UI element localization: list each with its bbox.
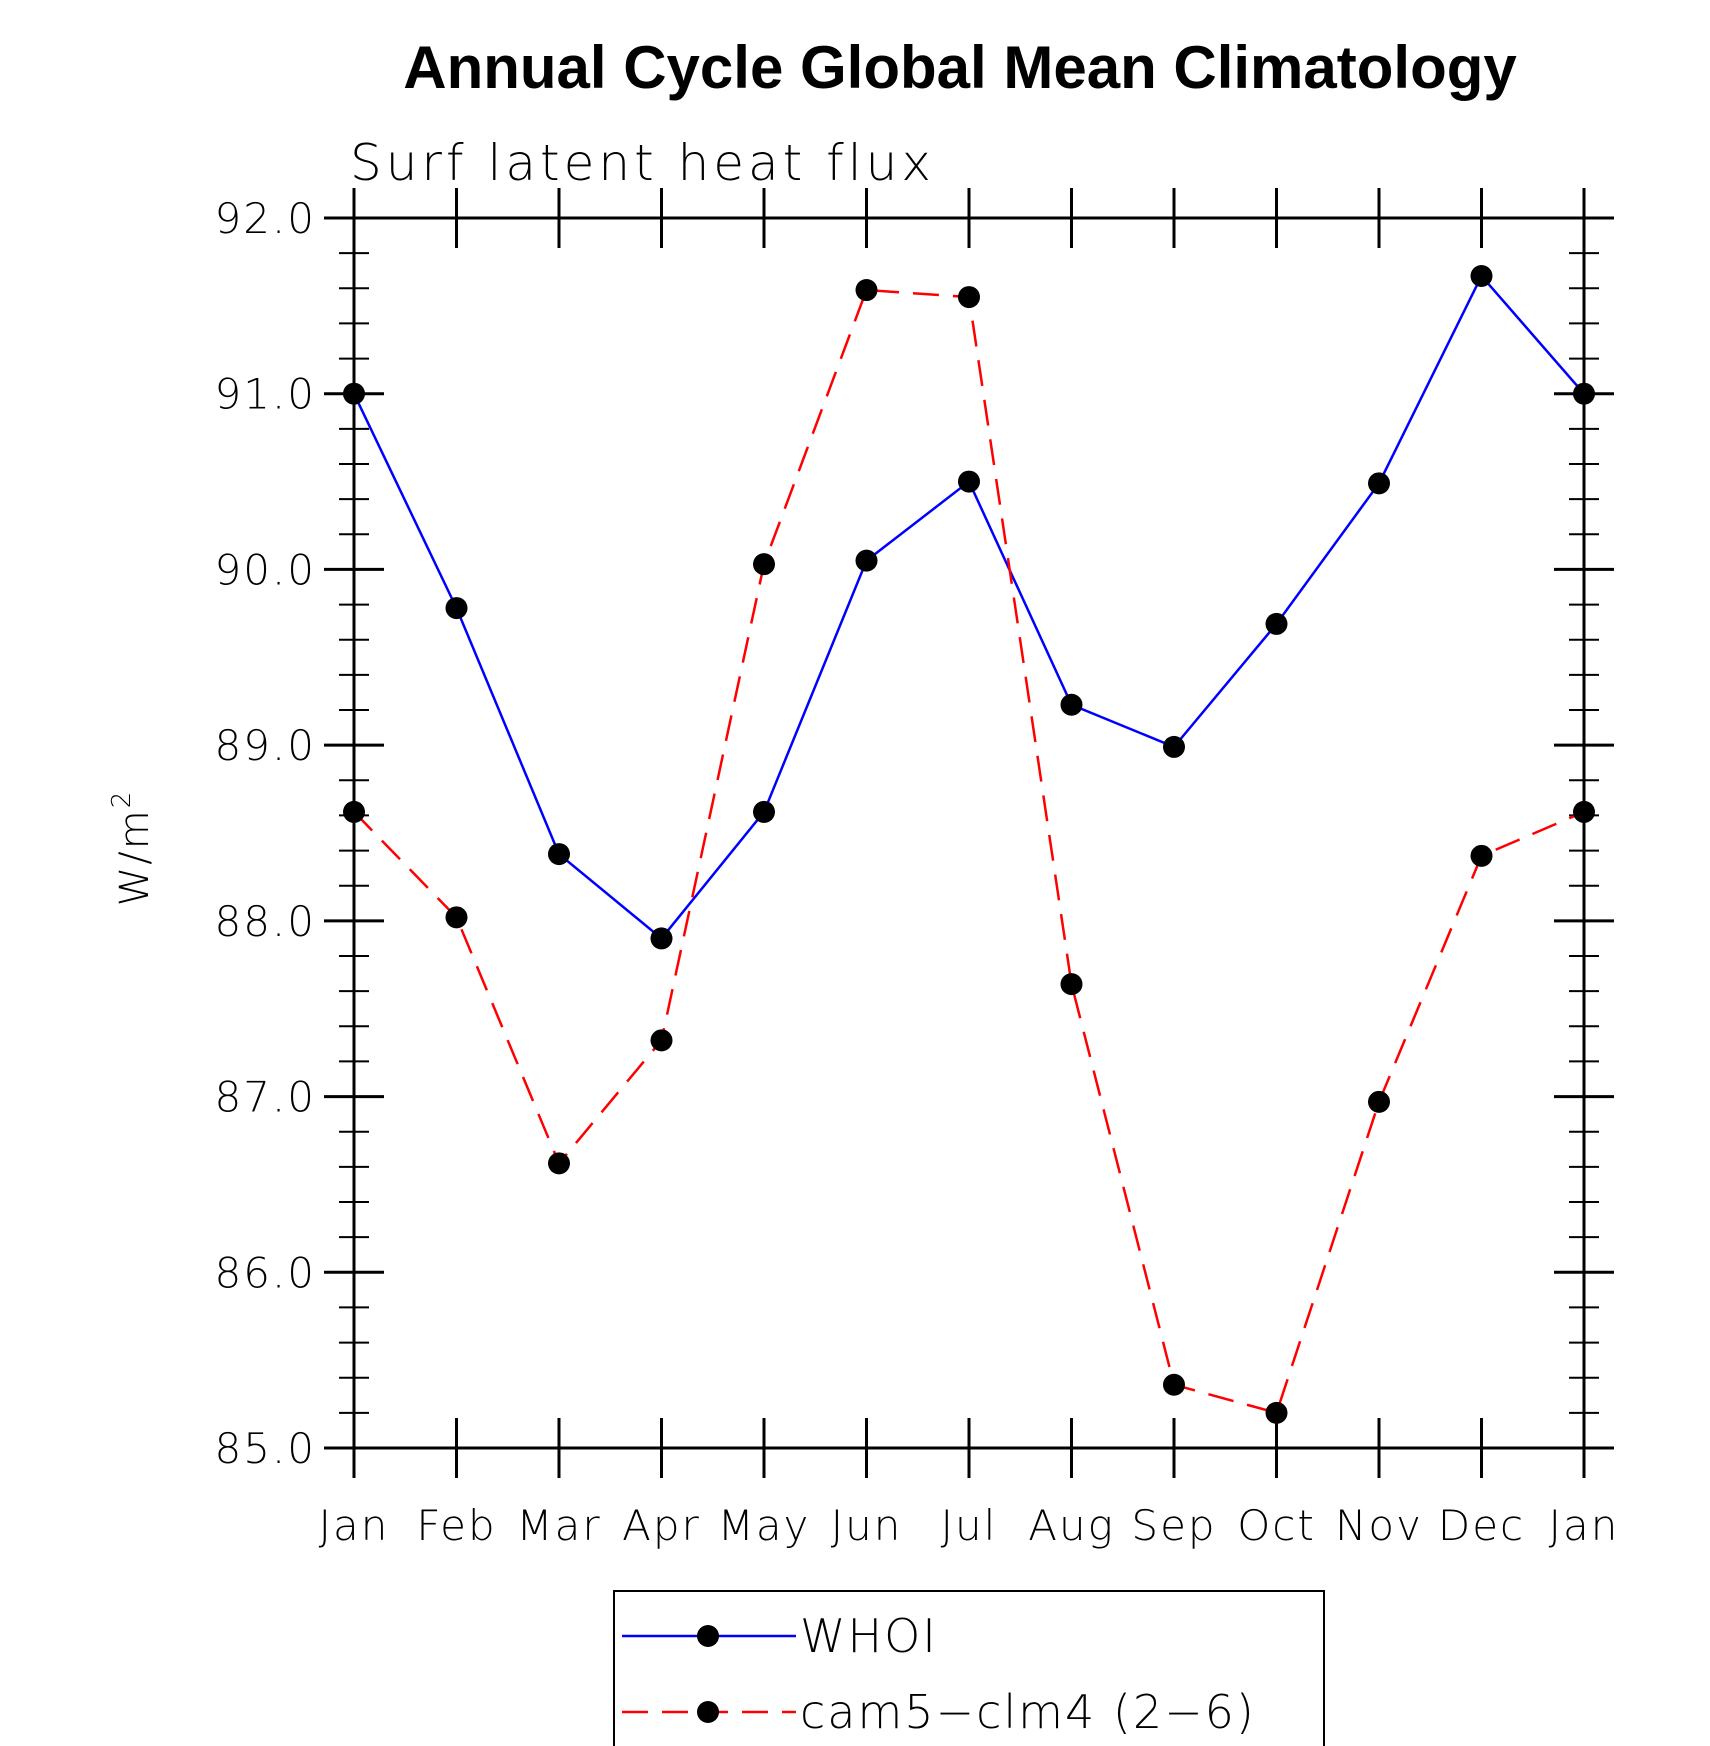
chart-subtitle: Surf latent heat flux — [350, 134, 935, 192]
legend-box — [613, 1590, 1325, 1746]
data-point — [1368, 1090, 1390, 1113]
x-tick-label: Jun — [831, 1501, 903, 1550]
data-point — [1060, 973, 1083, 996]
x-tick-label: May — [718, 1501, 811, 1550]
y-tick-label: 91.0 — [214, 370, 316, 419]
data-point — [1060, 693, 1083, 716]
x-tick-label: Jan — [319, 1501, 390, 1550]
x-tick-label: Dec — [1438, 1501, 1525, 1550]
data-point — [958, 286, 980, 309]
data-point — [650, 1029, 673, 1052]
x-tick-label: Aug — [1028, 1501, 1115, 1550]
data-point — [855, 549, 878, 572]
data-point — [958, 470, 980, 493]
legend-marker — [697, 1701, 719, 1723]
x-tick-label: Feb — [416, 1501, 496, 1550]
data-point — [1265, 1401, 1288, 1424]
data-point — [650, 927, 673, 950]
x-tick-label: Oct — [1237, 1501, 1316, 1550]
data-point — [1470, 264, 1493, 287]
chart-title: Annual Cycle Global Mean Climatology — [403, 34, 1517, 101]
data-point — [548, 1152, 570, 1175]
data-point — [1470, 844, 1493, 867]
y-tick-label: 89.0 — [214, 721, 316, 770]
x-tick-label: Jul — [941, 1501, 998, 1550]
legend-items: WHOI cam5−clm4 (2−6) — [622, 1609, 1256, 1739]
y-axis-ticks: 85.0 86.0 87.0 88.0 89.0 90.0 91.0 92.0 — [214, 194, 1614, 1473]
data-point — [548, 843, 570, 866]
y-tick-label: 86.0 — [214, 1248, 316, 1297]
plot-series — [343, 264, 1595, 1424]
y-axis-label: W/m2 — [107, 790, 158, 907]
series-line — [352, 273, 1585, 941]
x-tick-label: Nov — [1335, 1501, 1423, 1550]
y-tick-label: 92.0 — [214, 194, 316, 243]
data-point — [1368, 472, 1390, 495]
legend-label: cam5−clm4 (2−6) — [800, 1685, 1256, 1739]
data-point — [1163, 735, 1185, 758]
data-point — [1163, 1373, 1185, 1396]
y-tick-label: 87.0 — [214, 1073, 316, 1122]
data-point — [753, 553, 775, 576]
x-tick-label: Jan — [1549, 1501, 1620, 1550]
data-point — [855, 279, 878, 302]
data-point — [753, 800, 775, 823]
legend: WHOI cam5−clm4 (2−6) — [613, 1590, 1325, 1746]
series-line — [353, 288, 1585, 1415]
y-tick-label: 90.0 — [214, 545, 316, 594]
data-point — [1265, 612, 1288, 635]
legend-label: WHOI — [800, 1609, 938, 1663]
x-tick-label: Apr — [622, 1501, 701, 1550]
y-tick-label: 85.0 — [214, 1424, 316, 1473]
data-point — [445, 906, 468, 929]
x-tick-label: Mar — [516, 1501, 601, 1550]
y-tick-label: 88.0 — [214, 897, 316, 946]
x-tick-label: Sep — [1131, 1501, 1216, 1550]
legend-marker — [697, 1625, 719, 1647]
data-point — [445, 597, 468, 620]
plot-frame — [352, 216, 1586, 1450]
